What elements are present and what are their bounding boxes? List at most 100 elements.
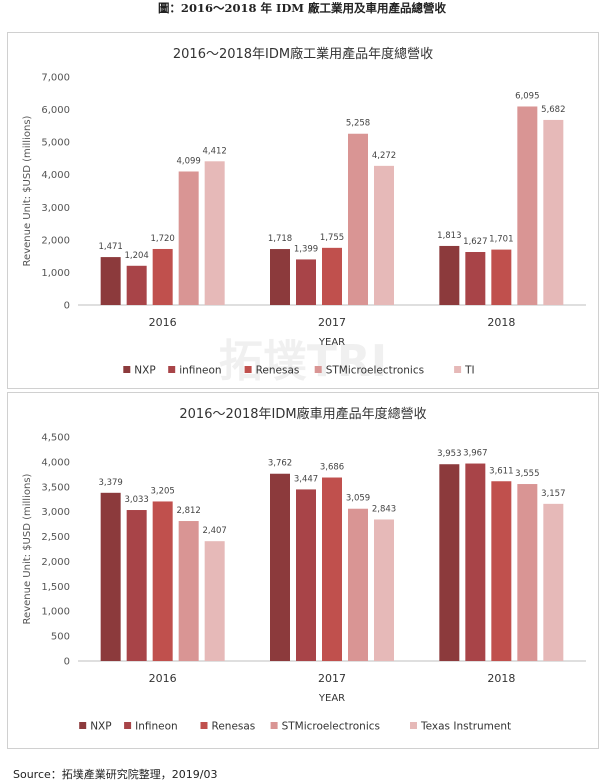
- y-axis-label: Revenue Unit: $USD (millions): [22, 115, 33, 266]
- bar-renesas-2018: [491, 249, 512, 305]
- data-label: 3,953: [437, 449, 461, 459]
- legend-swatch: [200, 722, 208, 729]
- data-label: 6,095: [515, 91, 539, 101]
- data-label: 2,407: [202, 526, 226, 536]
- data-label: 1,755: [320, 233, 344, 243]
- data-label: 3,555: [515, 469, 539, 479]
- bar-nxp-2018: [439, 464, 460, 661]
- y-tick-label: 7,000: [41, 73, 70, 84]
- legend-swatch: [270, 722, 278, 729]
- bar-infineon-2016: [126, 265, 147, 305]
- x-tick-label: 2016: [149, 672, 177, 685]
- bar-ti-2018: [543, 119, 564, 306]
- data-label: 1,720: [150, 234, 174, 244]
- data-label: 3,059: [346, 494, 370, 504]
- y-tick-label: 1,500: [41, 582, 70, 593]
- data-label: 1,399: [294, 244, 318, 254]
- x-axis-label: YEAR: [318, 693, 345, 704]
- legend-label: STMicroelectronics: [282, 721, 380, 733]
- bar-infineon-2017: [296, 259, 316, 305]
- data-label: 1,718: [268, 234, 292, 244]
- y-tick-label: 3,000: [41, 507, 70, 518]
- bar-renesas-2016: [152, 248, 173, 305]
- bar-stmicroelectronics-2017: [348, 508, 368, 661]
- x-tick-label: 2017: [318, 316, 346, 329]
- y-tick-label: 4,500: [41, 433, 70, 444]
- y-tick-label: 3,500: [41, 482, 70, 493]
- bar-infineon-2018: [465, 463, 486, 661]
- chart-title: 2016～2018年IDM廠車用產品年度總營收: [179, 406, 426, 422]
- data-label: 4,412: [202, 146, 226, 156]
- automotive-revenue-chart: 拓墣TRI2016～2018年IDM廠車用產品年度總營收05001,0001,5…: [22, 406, 586, 733]
- bar-infineon-2018: [465, 252, 486, 305]
- bar-nxp-2018: [439, 245, 460, 305]
- y-axis-label: Revenue Unit: $USD (millions): [22, 473, 33, 624]
- bar-stmicroelectronics-2018: [517, 106, 538, 305]
- y-tick-label: 0: [64, 657, 70, 668]
- data-label: 3,157: [541, 489, 565, 499]
- legend-swatch: [244, 366, 252, 373]
- x-tick-label: 2018: [487, 316, 515, 329]
- data-label: 3,686: [320, 463, 344, 473]
- data-label: 5,258: [346, 119, 370, 129]
- x-axis-label: YEAR: [318, 337, 345, 348]
- legend-label: Renesas: [256, 365, 300, 377]
- data-label: 3,205: [150, 486, 174, 496]
- y-tick-label: 5,000: [41, 138, 70, 149]
- legend: NXP infineon Renesas STMicroelectronics TI: [123, 365, 475, 377]
- y-tick-label: 500: [51, 632, 70, 643]
- source-note: Source：拓墣產業研究院整理，2019/03: [13, 768, 218, 781]
- data-label: 3,379: [98, 478, 122, 488]
- data-label: 1,627: [463, 237, 487, 247]
- data-label: 4,099: [176, 156, 200, 166]
- bar-stmicroelectronics-2017: [348, 133, 368, 305]
- data-label: 3,033: [124, 495, 148, 505]
- legend-label: STMicroelectronics: [326, 365, 424, 377]
- legend-swatch: [124, 722, 132, 729]
- legend-swatch: [79, 722, 87, 729]
- bar-ti-2016: [204, 161, 225, 305]
- data-label: 3,967: [463, 449, 487, 459]
- bar-renesas-2016: [152, 501, 173, 661]
- y-tick-label: 2,500: [41, 532, 70, 543]
- legend-swatch: [454, 366, 462, 373]
- y-tick-label: 2,000: [41, 235, 70, 246]
- bar-renesas-2017: [322, 247, 342, 305]
- watermark: 拓墣TRI: [219, 336, 387, 387]
- chart-title: 2016～2018年IDM廠工業用產品年度總營收: [173, 46, 433, 62]
- bar-ti-2017: [374, 165, 394, 305]
- legend-label: infineon: [179, 365, 221, 377]
- legend-swatch: [314, 366, 322, 373]
- bar-infineon-2017: [296, 489, 316, 661]
- legend-swatch: [123, 366, 131, 373]
- legend-swatch: [168, 366, 176, 373]
- bar-nxp-2016: [100, 257, 121, 305]
- y-tick-label: 2,000: [41, 557, 70, 568]
- legend-label: Infineon: [135, 721, 178, 733]
- data-label: 1,701: [489, 235, 513, 245]
- y-tick-label: 4,000: [41, 457, 70, 468]
- legend-label: TI: [464, 365, 475, 377]
- y-tick-label: 1,000: [41, 268, 70, 279]
- bar-renesas-2018: [491, 481, 512, 661]
- y-tick-label: 0: [64, 301, 70, 312]
- bar-nxp-2016: [100, 492, 121, 661]
- bar-infineon-2016: [126, 510, 147, 661]
- data-label: 5,682: [541, 105, 565, 115]
- y-tick-label: 1,000: [41, 607, 70, 618]
- y-tick-label: 4,000: [41, 170, 70, 181]
- bar-stmicroelectronics-2016: [178, 171, 199, 305]
- bar-nxp-2017: [270, 249, 290, 305]
- data-label: 3,762: [268, 459, 292, 469]
- bar-nxp-2017: [270, 473, 290, 661]
- legend-label: NXP: [134, 365, 155, 377]
- legend-label: NXP: [90, 721, 111, 733]
- data-label: 1,471: [98, 242, 122, 252]
- automotive-chart-panel: 拓墣TRI2016～2018年IDM廠車用產品年度總營收05001,0001,5…: [7, 392, 599, 749]
- y-tick-label: 3,000: [41, 203, 70, 214]
- data-label: 3,447: [294, 474, 318, 484]
- legend-label: Texas Instrument: [420, 721, 511, 733]
- data-label: 1,813: [437, 231, 461, 241]
- bar-texas-instrument-2017: [374, 519, 394, 661]
- industrial-chart-panel: 拓墣TRI 2016～2018年IDM廠工業用產品年度總營收 0 1,000 2,000…: [7, 32, 599, 389]
